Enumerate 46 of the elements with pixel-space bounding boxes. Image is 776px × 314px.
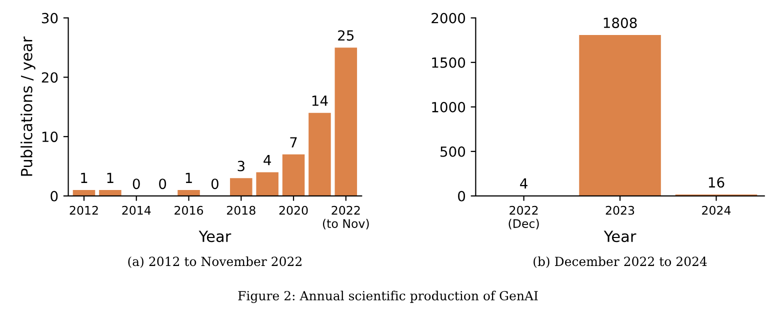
y-tick-label: 1000 — [432, 102, 466, 112]
bar — [282, 154, 305, 196]
x-tick-label: 2018 — [226, 206, 256, 215]
y-tick-label: 30 — [42, 12, 58, 24]
bar — [99, 190, 122, 196]
y-tick-label: 2000 — [432, 12, 466, 24]
x-tick-label: 2020 — [279, 206, 308, 215]
bar — [178, 190, 200, 196]
bar — [308, 112, 331, 196]
caption: Figure 2: Annual scientific production of GenAI — [238, 290, 538, 304]
data-label: 4 — [264, 155, 271, 166]
data-label: 4 — [520, 178, 528, 189]
x-tick-label: 2022 (to Nov) — [322, 206, 369, 230]
bar — [230, 178, 252, 196]
bar — [334, 48, 358, 196]
data-label: 0 — [211, 178, 218, 190]
data-label: 1 — [81, 172, 88, 183]
data-label: 1 — [186, 172, 192, 183]
y-axis-title: Publications / year — [20, 36, 36, 176]
bar — [256, 172, 278, 196]
y-tick-label: 0 — [50, 190, 58, 202]
data-label: 0 — [159, 178, 166, 190]
data-label: 1 — [107, 172, 114, 183]
x-tick-label: 2022 (Dec) — [508, 206, 539, 230]
data-label: 16 — [708, 177, 724, 188]
y-tick-label: 20 — [42, 72, 58, 83]
y-tick-label: 0 — [458, 190, 466, 202]
x-tick-label: 2014 — [122, 206, 151, 215]
x-tick-label: 2023 — [606, 206, 634, 215]
data-label: 0 — [132, 178, 140, 190]
y-tick-label: 1500 — [432, 57, 466, 68]
data-label: 14 — [312, 96, 328, 106]
y-tick-label: 10 — [42, 132, 58, 142]
data-label: 3 — [238, 160, 244, 172]
data-label: 7 — [290, 137, 297, 148]
text: (b) December 2022 to 2024 — [534, 256, 707, 268]
x-axis-title: Year — [198, 230, 232, 242]
x-tick-label: 2016 — [174, 206, 204, 215]
y-tick-label: 500 — [440, 146, 466, 157]
x-tick-label: 2024 — [702, 206, 731, 215]
bar — [72, 190, 96, 196]
x-axis-title: Year — [604, 230, 636, 242]
data-label: 25 — [338, 30, 354, 41]
x-tick-label: 2012 — [70, 206, 98, 215]
data-label: 1808 — [604, 18, 637, 28]
text: (a) 2012 to November 2022 — [128, 256, 302, 268]
